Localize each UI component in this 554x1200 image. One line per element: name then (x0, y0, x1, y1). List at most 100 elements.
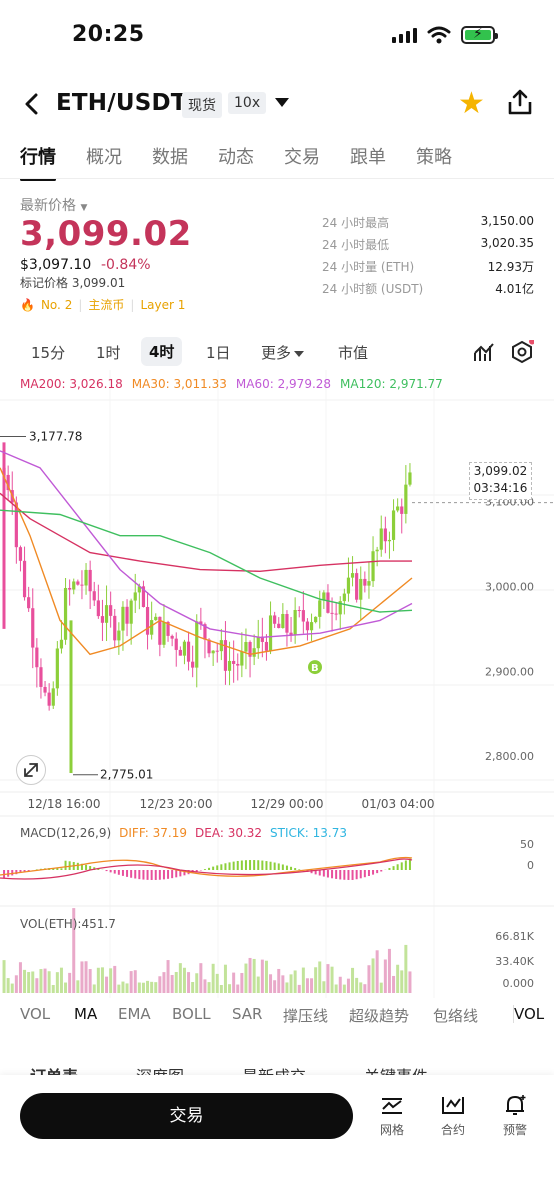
low-marker-label: 2,775.01 (100, 768, 153, 782)
category-badge[interactable]: 主流币 (88, 298, 125, 312)
chart-style-icon[interactable] (473, 341, 495, 363)
volume-bar (187, 972, 191, 993)
interval-marketcap[interactable]: 市值 (338, 344, 369, 362)
tab-market[interactable]: 行情 (20, 143, 56, 181)
volume-bar (207, 982, 211, 993)
layer-badge[interactable]: Layer 1 (140, 297, 186, 312)
volume-bar (199, 963, 203, 993)
interval-1d[interactable]: 1日 (206, 344, 231, 362)
candle-body (404, 484, 408, 514)
expand-chart-icon[interactable] (16, 755, 46, 785)
volume-bar (203, 979, 207, 993)
alert-tool-button[interactable]: 预警 (493, 1093, 537, 1138)
stats-24h: 24 小时最高 3,150.00 24 小时最低 3,020.35 24 小时量 (… (322, 214, 534, 302)
candle-body (338, 601, 342, 615)
volume-bar (342, 984, 346, 993)
candle-body (355, 573, 359, 600)
volume-bar (215, 973, 219, 993)
favorite-star-icon[interactable]: ★ (458, 86, 485, 121)
ind-vol-sub[interactable]: VOL (513, 1005, 545, 1023)
back-icon[interactable] (24, 93, 40, 115)
volume-bar (166, 960, 170, 993)
volume-bar (359, 982, 363, 993)
pair-title[interactable]: ETH/USDT (56, 90, 187, 116)
volume-bar (100, 967, 104, 993)
coin-badges: 🔥 No. 2 | 主流币 | Layer 1 (20, 297, 186, 313)
interval-15m[interactable]: 15分 (31, 344, 66, 362)
candle-body (289, 632, 293, 636)
volume-bar (301, 967, 305, 993)
ind-boll[interactable]: BOLL (172, 1005, 211, 1023)
chart-settings-icon[interactable] (510, 340, 534, 364)
candle-body (125, 606, 129, 624)
candle-body (59, 639, 64, 649)
share-icon[interactable] (506, 88, 534, 116)
tab-data[interactable]: 数据 (152, 147, 188, 168)
kline-chart[interactable]: 3,177.782,775.01B3,100.003,000.002,900.0… (0, 370, 554, 998)
candle-body (285, 613, 289, 633)
volume-bar (150, 981, 154, 993)
candle-body (281, 613, 285, 628)
ind-envelope[interactable]: 包络线 (433, 1007, 479, 1025)
volume-bar (88, 969, 92, 993)
volume-bar (383, 959, 387, 993)
interval-4h[interactable]: 4时 (141, 337, 183, 366)
volume-bar (14, 975, 18, 993)
volume-bar (92, 984, 96, 993)
volume-bar (322, 981, 326, 993)
candle-body (223, 640, 228, 671)
tab-copytrade[interactable]: 跟单 (350, 147, 386, 168)
candle-body (31, 608, 35, 648)
candle-body (170, 635, 174, 639)
volume-bar (351, 967, 355, 993)
volume-bar (121, 981, 125, 993)
trade-button[interactable]: 交易 (20, 1093, 353, 1139)
volume-bar (396, 964, 400, 993)
ma30-legend: MA30: 3,011.33 (131, 377, 227, 391)
candle-body (18, 547, 23, 561)
volume-bar (162, 972, 166, 993)
candle-body (182, 641, 187, 656)
ind-ema[interactable]: EMA (118, 1005, 151, 1023)
candle-body (236, 663, 240, 666)
candle-body (174, 638, 178, 650)
ind-sar[interactable]: SAR (232, 1005, 263, 1023)
interval-1h[interactable]: 1时 (96, 344, 121, 362)
tab-overview[interactable]: 概况 (86, 147, 122, 168)
volume-bar (379, 982, 383, 993)
candle-body (305, 621, 310, 631)
candle-body (113, 615, 117, 641)
candle-body (359, 578, 363, 600)
candle-body (199, 621, 203, 625)
ind-supertrend[interactable]: 超级趋势 (349, 1007, 410, 1025)
tab-trade[interactable]: 交易 (284, 147, 320, 168)
battery-icon: ⚡ (461, 26, 498, 44)
price-label[interactable]: 最新价格 ▼ (20, 198, 88, 214)
current-price-box[interactable]: 3,099.02 03:34:16 (469, 462, 532, 500)
volume-bar (305, 978, 309, 993)
volume-bar (297, 984, 301, 993)
candle-body (207, 639, 211, 654)
rank-badge[interactable]: No. 2 (40, 297, 73, 312)
futures-tool-button[interactable]: 合约 (431, 1093, 475, 1138)
pair-dropdown-icon[interactable] (275, 98, 289, 107)
market-tag: 现货 (182, 92, 222, 118)
candle-body (232, 660, 236, 664)
ind-vol[interactable]: VOL (20, 1005, 51, 1023)
ma200-legend: MA200: 3,026.18 (20, 377, 123, 391)
candle-body (6, 474, 10, 491)
volume-bar (310, 978, 314, 993)
volume-bar (211, 963, 215, 993)
mark-price: 标记价格 3,099.01 (20, 276, 126, 290)
grid-tool-button[interactable]: 网格 (370, 1093, 414, 1138)
volume-bar (125, 983, 129, 993)
tab-strategy[interactable]: 策略 (416, 147, 452, 168)
ind-support[interactable]: 撑压线 (283, 1007, 329, 1025)
volume-bar (367, 965, 371, 993)
volume-bar (277, 968, 281, 993)
volume-bar (43, 968, 47, 993)
volume-bar (47, 971, 51, 993)
interval-more[interactable]: 更多 (261, 342, 305, 363)
ind-ma[interactable]: MA (74, 1005, 98, 1023)
tab-feed[interactable]: 动态 (218, 147, 254, 168)
